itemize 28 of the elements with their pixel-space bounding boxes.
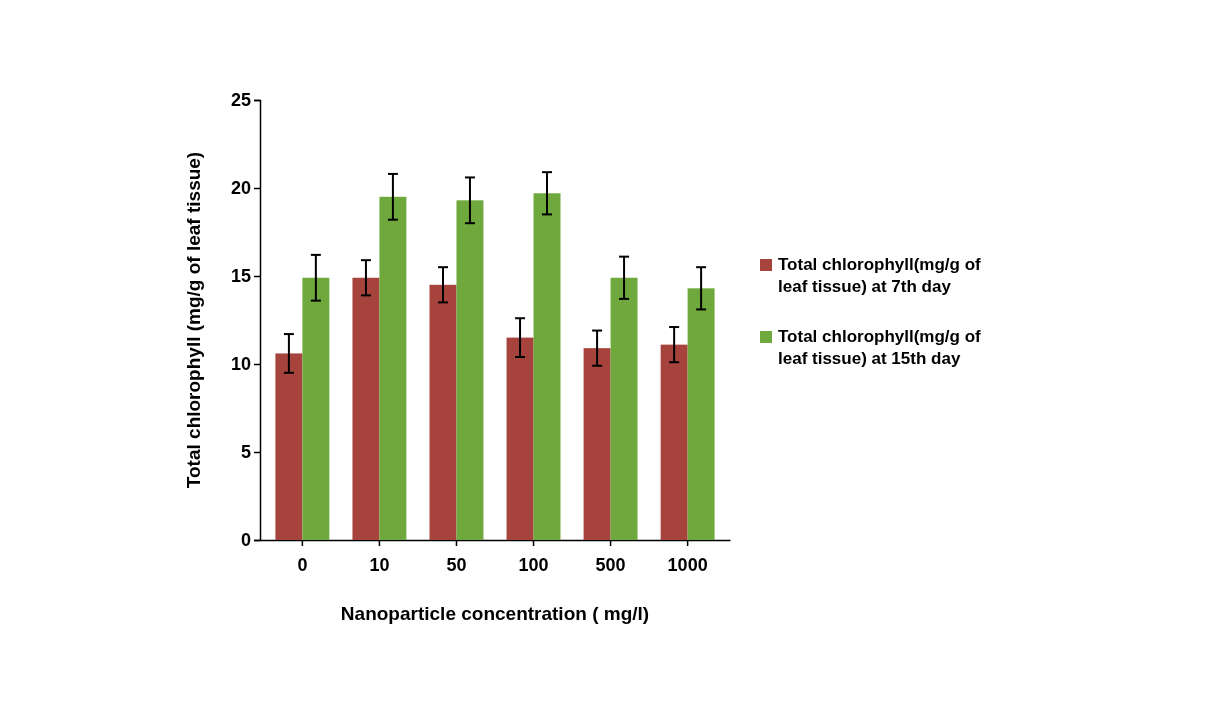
y-tick-label: 15 bbox=[230, 266, 251, 287]
y-tick-label: 0 bbox=[240, 530, 251, 551]
bar bbox=[379, 196, 407, 540]
y-tick-label: 20 bbox=[230, 178, 251, 199]
legend-label: Total chlorophyll(mg/g of leaf tissue) at 7th day bbox=[778, 255, 982, 297]
bar bbox=[583, 348, 611, 540]
bar bbox=[275, 353, 303, 540]
x-tick-label: 100 bbox=[518, 554, 549, 575]
x-tick-label: 50 bbox=[446, 554, 467, 575]
bar bbox=[610, 277, 638, 540]
y-tick-label: 25 bbox=[230, 90, 251, 111]
bar bbox=[456, 200, 484, 540]
bar bbox=[687, 288, 715, 540]
bar bbox=[352, 277, 380, 540]
y-tick-label: 10 bbox=[230, 354, 251, 375]
bar bbox=[506, 337, 534, 540]
y-axis-title: Total chlorophyll (mg/g of leaf tissue) bbox=[183, 151, 204, 489]
y-tick-label: 5 bbox=[240, 442, 251, 463]
x-tick-label: 500 bbox=[595, 554, 626, 575]
x-tick-label: 10 bbox=[369, 554, 390, 575]
x-axis-title: Nanoparticle concentration ( mg/l) bbox=[340, 603, 650, 624]
bar bbox=[660, 344, 688, 540]
bar bbox=[429, 284, 457, 540]
x-tick-label: 1000 bbox=[667, 554, 708, 575]
bar bbox=[533, 193, 561, 540]
bar bbox=[302, 277, 330, 540]
x-tick-label: 0 bbox=[297, 554, 308, 575]
legend-label: Total chlorophyll(mg/g of leaf tissue) at 15th day bbox=[778, 327, 982, 369]
